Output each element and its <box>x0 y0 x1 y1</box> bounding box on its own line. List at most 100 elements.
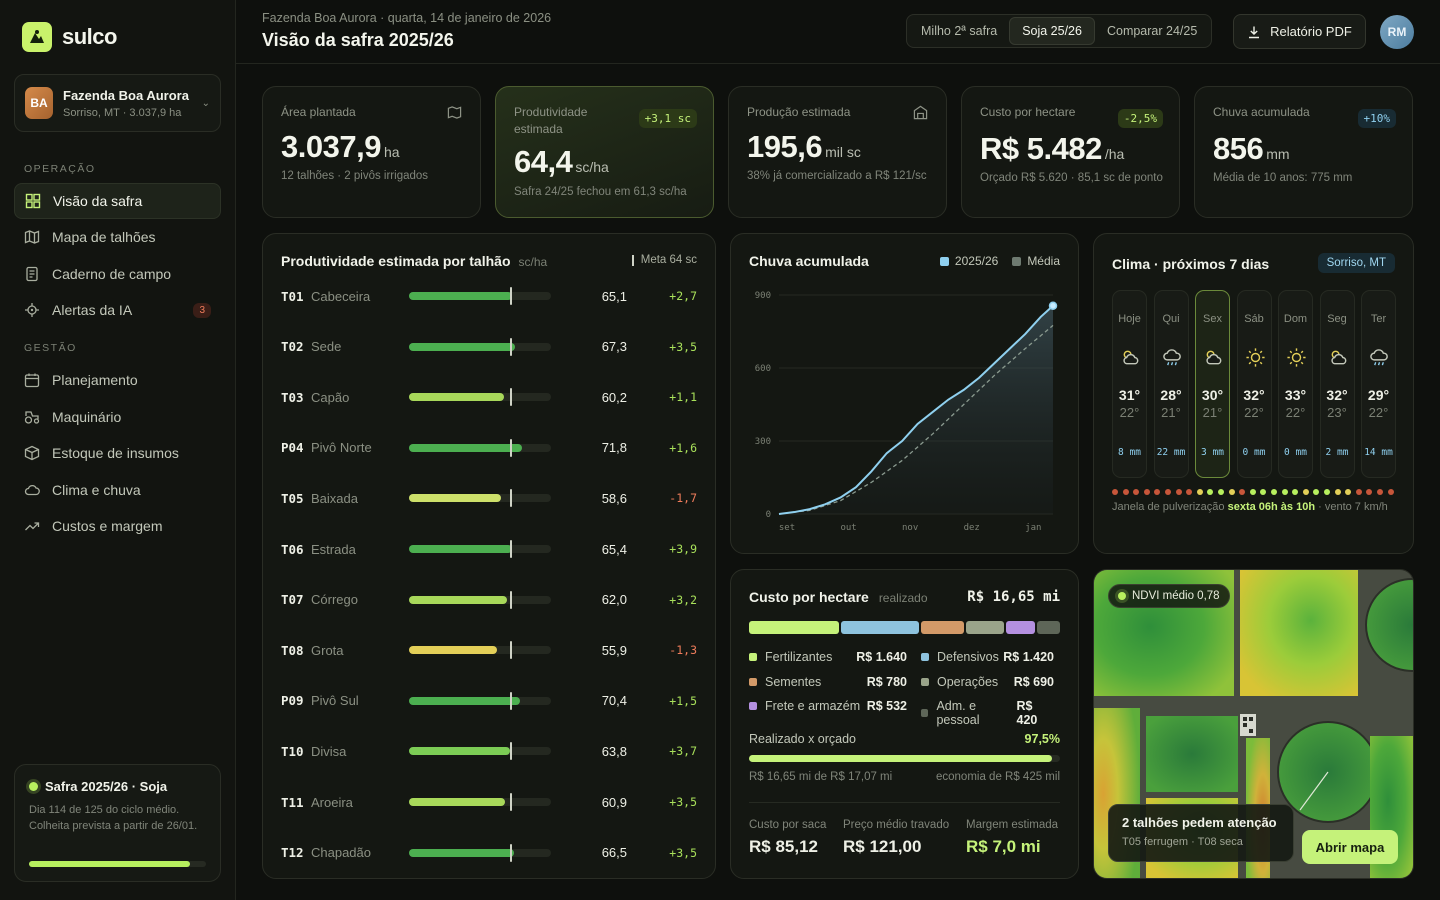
field-row[interactable]: T05 Baixada 58,6 -1,7 <box>281 488 699 508</box>
nav-item-maquinario[interactable]: Maquinário <box>14 399 221 435</box>
productivity-bar <box>409 489 551 508</box>
weather-day-seg[interactable]: Seg 32° 23° 2 mm <box>1319 290 1355 478</box>
divider <box>749 802 1060 803</box>
panel-unit: sc/ha <box>518 255 548 269</box>
field-row[interactable]: T10 Divisa 63,8 +3,7 <box>281 741 699 761</box>
tab-comparar[interactable]: Comparar 24/25 <box>1106 24 1198 38</box>
cost-segment <box>1005 621 1035 634</box>
productivity-bar-fill <box>409 393 504 402</box>
spray-slot-dot <box>1292 489 1299 495</box>
sidebar: sulco BA Fazenda Boa Aurora Sorriso, MT … <box>0 0 236 900</box>
productivity-bar <box>409 388 551 407</box>
temp-max: 32° <box>1243 387 1265 403</box>
kpi-value: R$ 5.482 <box>980 131 1102 166</box>
cost-value: R$ 780 <box>866 674 907 689</box>
rain-mm: 3 mm <box>1201 447 1224 458</box>
field-name: Pivô Norte <box>311 440 372 456</box>
field-delta: +1,5 <box>669 693 697 708</box>
field-code: T06 <box>281 541 304 557</box>
temp-max: 31° <box>1118 387 1141 403</box>
field-row[interactable]: T03 Capão 60,2 +1,1 <box>281 387 699 407</box>
productivity-bar <box>409 590 551 609</box>
kpi-note: Média de 10 anos: 775 mm <box>1213 172 1353 184</box>
nav-label: Caderno de campo <box>52 266 172 282</box>
meta-label: Meta 64 sc <box>640 254 697 266</box>
meta-marker <box>509 388 512 407</box>
day-name: Seg <box>1327 313 1347 325</box>
nav-item-mapa-de-talhoes[interactable]: Mapa de talhões <box>14 219 221 255</box>
farm-selector[interactable]: BA Fazenda Boa Aurora Sorriso, MT · 3.03… <box>14 74 221 132</box>
rain-mm: 0 mm <box>1284 447 1307 458</box>
status-dot-icon <box>29 782 38 791</box>
kpi-chuva: Chuva acumulada +10% 856 mm Média de 10 a… <box>1194 86 1413 218</box>
tab-milho[interactable]: Milho 2ª safra <box>921 24 998 38</box>
day-name: Sáb <box>1244 313 1264 325</box>
nav-item-visao-da-safra[interactable]: Visão da safra <box>14 183 221 219</box>
sun-icon <box>1287 348 1306 367</box>
legend-item-2025: 2025/26 <box>939 254 998 268</box>
brand-name: sulco <box>62 24 117 49</box>
meta-marker-icon <box>631 254 634 266</box>
brand[interactable]: sulco <box>22 22 117 52</box>
field-code: T01 <box>281 288 304 304</box>
field-row[interactable]: T08 Grota 55,9 -1,3 <box>281 640 699 660</box>
field-row[interactable]: T12 Chapadão 66,5 +3,5 <box>281 843 699 863</box>
nav-item-custos-e-margem[interactable]: Custos e margem <box>14 508 221 544</box>
pivot-field <box>1365 578 1413 672</box>
rain-icon <box>1370 349 1388 366</box>
spray-window-text: Janela de pulverização sexta 06h às 10h … <box>1112 501 1388 513</box>
field-name: Cabeceira <box>311 288 371 304</box>
target-icon <box>25 303 39 317</box>
pdf-report-button[interactable]: Relatório PDF <box>1233 14 1366 49</box>
field-delta: +3,2 <box>669 592 697 607</box>
open-map-button[interactable]: Abrir mapa <box>1302 830 1398 864</box>
map-alert-title: 2 talhões pedem atenção <box>1122 815 1277 830</box>
day-name: Ter <box>1370 313 1387 325</box>
spray-slot-dot <box>1207 489 1214 495</box>
field-row[interactable]: P04 Pivô Norte 71,8 +1,6 <box>281 438 699 458</box>
cost-swatch <box>749 702 757 710</box>
temp-min: 22° <box>1244 405 1264 420</box>
ndvi-map-panel[interactable]: NDVI médio 0,78 2 talhões pedem atenção … <box>1093 569 1414 879</box>
budget-detail-left: R$ 16,65 mi de R$ 17,07 mi <box>749 771 893 783</box>
pdf-report-label: Relatório PDF <box>1270 24 1352 39</box>
field-name: Capão <box>311 389 350 405</box>
field-code: P04 <box>281 440 304 456</box>
weather-day-sáb[interactable]: Sáb 32° 22° 0 mm <box>1236 290 1272 478</box>
nav-item-estoque-de-insumos[interactable]: Estoque de insumos <box>14 435 221 471</box>
temp-max: 29° <box>1367 387 1390 403</box>
field-row[interactable]: T07 Córrego 62,0 +3,2 <box>281 590 699 610</box>
weather-day-sex[interactable]: Sex 30° 21° 3 mm <box>1195 290 1230 478</box>
kpi-value: 856 <box>1213 131 1264 166</box>
tab-soja[interactable]: Soja 25/26 <box>1009 17 1095 45</box>
nav-item-planejamento[interactable]: Planejamento <box>14 362 221 398</box>
productivity-bar-fill <box>409 595 507 604</box>
weather-day-dom[interactable]: Dom 33° 22° 0 mm <box>1278 290 1313 478</box>
cost-swatch <box>921 709 929 717</box>
kpi-value: 3.037,9 <box>281 129 381 164</box>
logo-icon <box>22 22 52 52</box>
field-row[interactable]: T01 Cabeceira 65,1 +2,7 <box>281 286 699 306</box>
partly-cloudy-icon <box>1330 350 1346 365</box>
farm-avatar: BA <box>25 87 53 119</box>
weather-day-ter[interactable]: Ter 29° 22° 14 mm <box>1361 290 1396 478</box>
user-avatar[interactable]: RM <box>1380 15 1414 49</box>
productivity-bar <box>409 337 551 356</box>
nav-item-alertas-da-ia[interactable]: Alertas da IA 3 <box>14 292 221 328</box>
spray-slot-dot <box>1143 489 1150 495</box>
field-row[interactable]: P09 Pivô Sul 70,4 +1,5 <box>281 691 699 711</box>
weather-day-qui[interactable]: Qui 28° 21° 22 mm <box>1153 290 1189 478</box>
weather-day-hoje[interactable]: Hoje 31° 22° 8 mm <box>1112 290 1147 478</box>
field-row[interactable]: T11 Aroeira 60,9 +3,5 <box>281 792 699 812</box>
warehouse-icon <box>913 105 928 120</box>
nav-item-clima-e-chuva[interactable]: Clima e chuva <box>14 472 221 508</box>
field-code: T02 <box>281 339 304 355</box>
field-row[interactable]: T06 Estrada 65,4 +3,9 <box>281 539 699 559</box>
cost-item: Fertilizantes R$ 1.640 <box>749 650 907 664</box>
trend-icon <box>25 522 40 531</box>
rain-mm: 22 mm <box>1156 447 1186 458</box>
grid-icon <box>25 193 41 209</box>
kpi-label: Chuva acumulada <box>1213 105 1310 119</box>
nav-item-caderno-de-campo[interactable]: Caderno de campo <box>14 256 221 292</box>
field-row[interactable]: T02 Sede 67,3 +3,5 <box>281 337 699 357</box>
